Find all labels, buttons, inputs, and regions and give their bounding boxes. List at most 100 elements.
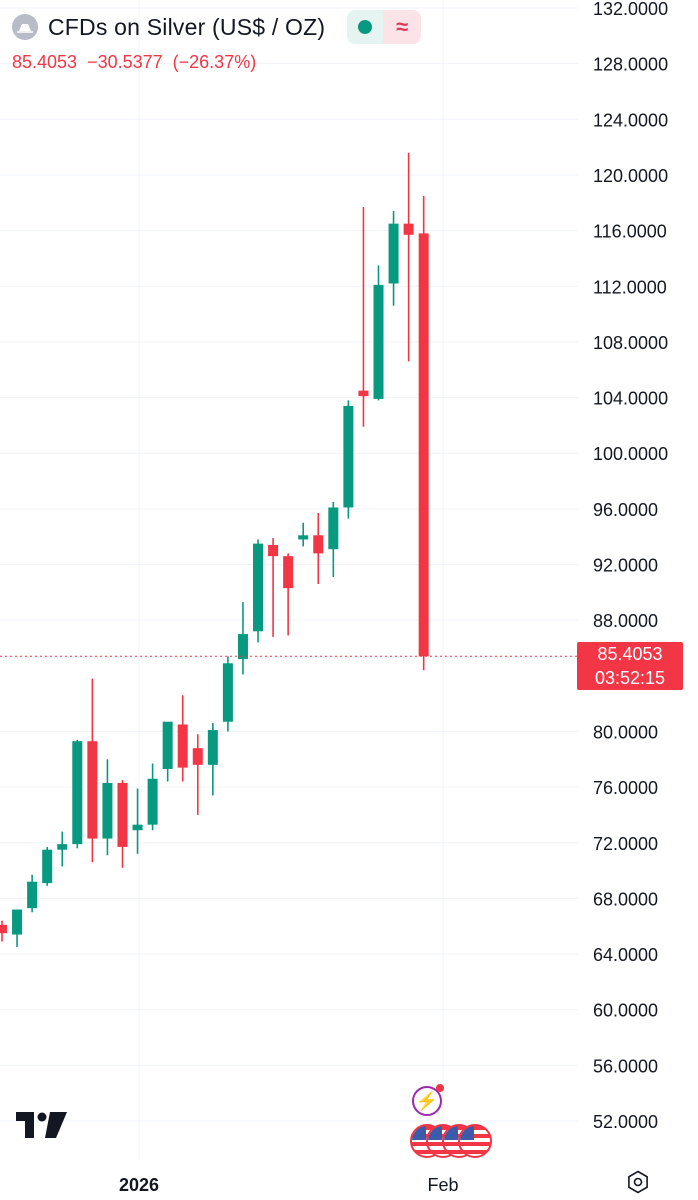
candle-body	[147, 778, 158, 825]
bar-countdown: 03:52:15	[594, 668, 666, 688]
candle-body	[418, 233, 429, 657]
candle-body	[27, 881, 38, 909]
candle-body	[132, 824, 143, 831]
candle-body	[253, 543, 264, 632]
candle-up[interactable]	[237, 602, 248, 675]
candle-down[interactable]	[87, 678, 98, 863]
y-tick-label: 104.0000	[593, 389, 668, 409]
y-tick-label: 76.0000	[593, 778, 658, 798]
y-tick-label: 64.0000	[593, 945, 658, 965]
candle-down[interactable]	[283, 553, 294, 636]
candle-up[interactable]	[57, 831, 68, 867]
y-tick-label: 132.0000	[593, 0, 668, 19]
quote-line: 85.4053 −30.5377 (−26.37%)	[12, 52, 256, 73]
candle-up[interactable]	[388, 211, 399, 306]
candle-down[interactable]	[0, 920, 7, 942]
silver-symbol-icon[interactable]	[12, 14, 38, 40]
candle-down[interactable]	[358, 206, 369, 427]
candle-body	[373, 284, 384, 399]
y-tick-label: 92.0000	[593, 556, 658, 576]
time-axis[interactable]: 2026 Feb	[119, 1175, 459, 1195]
candle-up[interactable]	[102, 759, 113, 856]
candle-down[interactable]	[117, 780, 128, 868]
current-price-value: 85.4053	[597, 644, 663, 664]
candle-down[interactable]	[313, 513, 324, 584]
indicator-toggle[interactable]: ≈	[347, 10, 422, 44]
candle-down[interactable]	[192, 734, 203, 815]
candle-body	[0, 924, 7, 934]
y-tick-label: 88.0000	[593, 611, 658, 631]
candle-body	[72, 741, 83, 845]
y-tick-label: 108.0000	[593, 333, 668, 353]
y-tick-label: 56.0000	[593, 1056, 658, 1076]
candle-body	[177, 724, 188, 768]
candle-down[interactable]	[268, 538, 279, 637]
y-tick-label: 52.0000	[593, 1112, 658, 1132]
price-change: −30.5377	[87, 52, 163, 72]
us-flag-icons[interactable]	[410, 1124, 500, 1158]
candle-up[interactable]	[222, 656, 233, 732]
candle-up[interactable]	[72, 739, 83, 849]
candle-body	[87, 741, 98, 839]
y-tick-label: 112.0000	[593, 277, 667, 297]
y-tick-label: 60.0000	[593, 1001, 658, 1021]
candle-up[interactable]	[12, 909, 23, 948]
candle-up[interactable]	[253, 539, 264, 643]
last-price: 85.4053	[12, 52, 78, 72]
candle-up[interactable]	[132, 788, 143, 854]
approx-wave-icon[interactable]: ≈	[383, 10, 422, 44]
candle-body	[237, 634, 248, 660]
candle-body	[343, 405, 354, 508]
candle-down[interactable]	[403, 152, 414, 362]
candles[interactable]	[0, 152, 429, 948]
candle-body	[12, 909, 23, 935]
candle-body	[222, 663, 233, 722]
candle-body	[403, 223, 414, 235]
y-tick-label: 116.0000	[593, 222, 667, 242]
y-tick-label: 124.0000	[593, 110, 668, 130]
y-tick-label: 100.0000	[593, 444, 668, 464]
candle-up[interactable]	[27, 874, 38, 913]
candle-down[interactable]	[418, 195, 429, 671]
dot-icon[interactable]	[347, 10, 384, 44]
candle-up[interactable]	[373, 265, 384, 401]
y-tick-label: 120.0000	[593, 166, 668, 186]
candle-up[interactable]	[207, 723, 218, 796]
candle-up[interactable]	[42, 846, 53, 886]
chart-grid	[0, 0, 578, 1160]
price-axis[interactable]: 132.0000 128.0000 124.0000 120.0000 116.0000…	[593, 0, 668, 1132]
candle-up[interactable]	[343, 400, 354, 519]
candle-up[interactable]	[162, 721, 173, 782]
candle-body	[283, 556, 294, 589]
x-tick-label: Feb	[427, 1175, 458, 1195]
candle-up[interactable]	[298, 522, 309, 547]
candle-body	[268, 545, 279, 557]
y-tick-label: 72.0000	[593, 834, 658, 854]
candle-down[interactable]	[177, 695, 188, 782]
candle-body	[207, 730, 218, 765]
y-tick-label: 80.0000	[593, 722, 658, 742]
y-tick-label: 128.0000	[593, 55, 668, 75]
candle-up[interactable]	[328, 501, 339, 578]
candle-body	[162, 721, 173, 770]
candle-body	[102, 782, 113, 839]
candle-body	[313, 535, 324, 554]
us-flag-icon[interactable]	[458, 1124, 492, 1158]
symbol-title[interactable]: CFDs on Silver (US$ / OZ)	[48, 13, 326, 40]
candle-body	[328, 507, 339, 550]
tradingview-logo[interactable]	[16, 1112, 68, 1145]
chart-header: CFDs on Silver (US$ / OZ) ≈	[12, 10, 422, 44]
candle-body	[388, 223, 399, 284]
price-change-percent: (−26.37%)	[172, 52, 257, 72]
candle-body	[358, 390, 369, 397]
candle-up[interactable]	[147, 763, 158, 831]
candle-body	[298, 535, 309, 540]
y-tick-label: 68.0000	[593, 889, 658, 909]
candle-body	[57, 844, 68, 850]
current-price-tag: 85.4053 03:52:15	[577, 642, 683, 690]
settings-icon[interactable]	[626, 1170, 650, 1194]
candle-body	[117, 782, 128, 847]
candle-body	[42, 849, 53, 884]
candle-body	[192, 748, 203, 765]
